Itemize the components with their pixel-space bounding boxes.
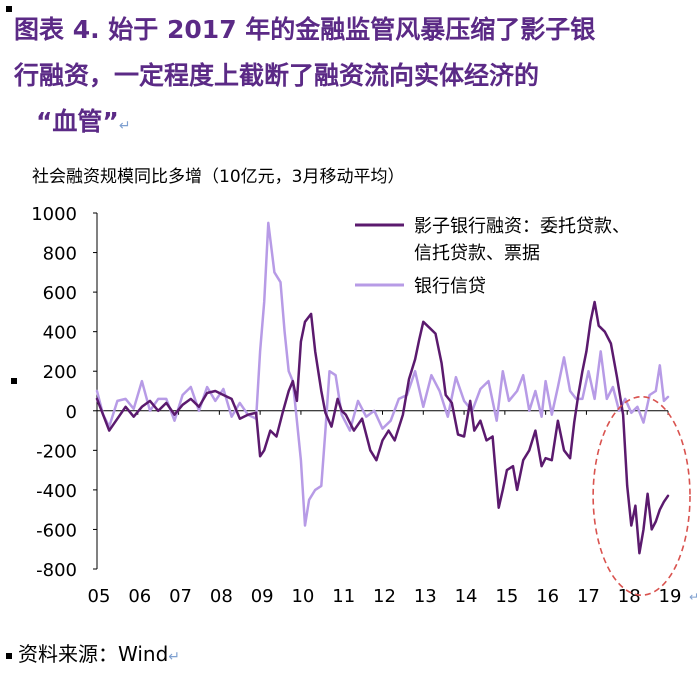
source-bullet-marker [6, 652, 12, 659]
legend-label: 银行信贷 [414, 276, 486, 297]
x-tick-label: 12 [373, 586, 396, 607]
y-tick-label: 200 [43, 362, 77, 383]
title-bullet-marker [6, 6, 12, 12]
y-tick-label: -600 [36, 520, 77, 541]
y-tick-label: 1000 [31, 204, 77, 225]
highlight-ellipse [592, 395, 691, 596]
y-tick-label: -400 [36, 481, 77, 502]
source-text: 资料来源：Wind [18, 642, 169, 666]
y-tick-label: 0 [66, 402, 77, 423]
x-tick-label: 10 [291, 586, 314, 607]
x-tick-label: 09 [251, 586, 274, 607]
y-tick-label: 600 [43, 283, 77, 304]
x-tick-label: 06 [128, 586, 151, 607]
series-line-shadow-banking [95, 300, 670, 555]
x-tick-label: 13 [414, 586, 437, 607]
y-axis-title: 社会融资规模同比多增（10亿元，3月移动平均） [32, 167, 404, 187]
return-mark-icon: ↵ [118, 118, 131, 134]
y-tick-label: -800 [36, 560, 77, 581]
title-line-3: “血管”↵ [36, 102, 131, 138]
x-tick-label: 18 [618, 586, 641, 607]
left-bullet-marker [11, 378, 17, 384]
y-tick-label: 400 [43, 323, 77, 344]
x-tick-label: 08 [210, 586, 233, 607]
x-tick-label: 14 [455, 586, 478, 607]
x-tick-label: 05 [88, 586, 111, 607]
y-tick-label: -200 [36, 441, 77, 462]
title-line-1: 图表 4. 始于 2017 年的金融监管风暴压缩了影子银 [14, 15, 596, 44]
x-tick-label: 15 [495, 586, 518, 607]
title-line-2: 行融资，一定程度上截断了融资流向实体经济的 [14, 61, 540, 90]
legend-label: 影子银行融资：委托贷款、 [414, 216, 630, 237]
x-tick-label: 11 [332, 586, 355, 607]
legend-label: 信托贷款、票据 [414, 243, 540, 264]
x-tick-label: 16 [536, 586, 559, 607]
title-line-3-text: “血管” [36, 107, 119, 136]
source-return-icon: ↵ [168, 649, 180, 665]
return-arrow-icon: ↵ [689, 590, 700, 604]
x-tick-label: 19 [659, 586, 682, 607]
x-tick-label: 17 [577, 586, 600, 607]
y-tick-label: 800 [43, 244, 77, 265]
x-tick-label: 07 [169, 586, 192, 607]
source-note: 资料来源：Wind↵ [6, 638, 180, 667]
